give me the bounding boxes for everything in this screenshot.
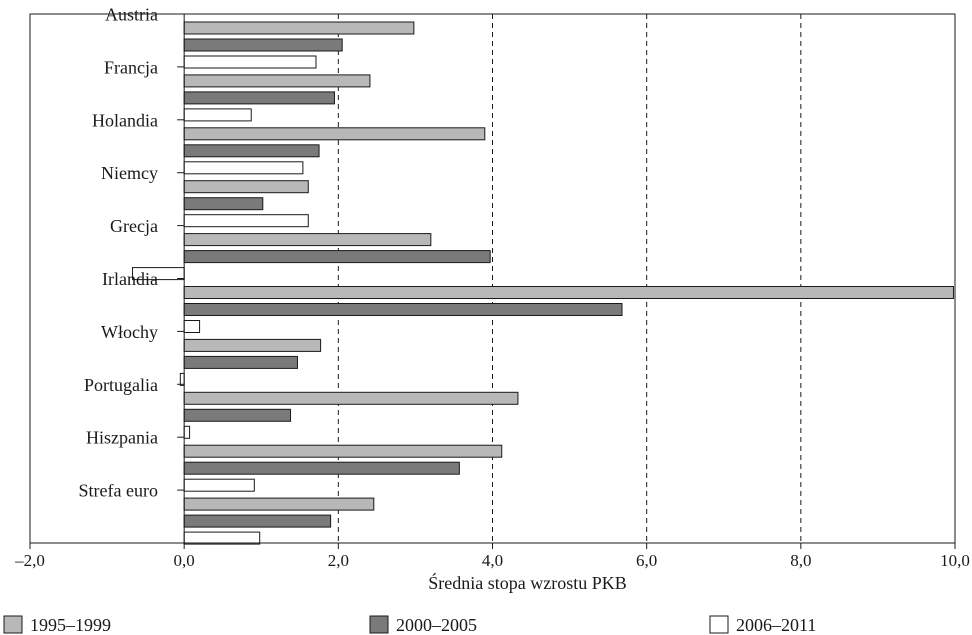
bar-1 (183, 338, 322, 352)
bar-2 (183, 38, 343, 52)
category-label: Niemcy (101, 163, 158, 183)
bar-1 (183, 74, 371, 88)
bar-1 (183, 497, 375, 511)
legend: 1995–1999 2000–2005 2006–2011 (3, 615, 816, 635)
x-axis-title: Średnia stopa wzrostu PKB (428, 572, 626, 593)
bar-1 (183, 127, 486, 141)
bar-2 (183, 197, 264, 211)
bar-3 (183, 478, 255, 492)
bar-3 (183, 214, 309, 228)
category-label: Austria (105, 4, 158, 24)
bar-2 (183, 355, 298, 369)
bar-2 (183, 461, 460, 475)
legend-label: 2006–2011 (736, 615, 816, 635)
bar-2 (183, 91, 335, 105)
x-tick-label: 0,0 (174, 551, 195, 570)
legend-swatch (369, 615, 389, 634)
category-label: Portugalia (84, 375, 158, 395)
category-label: Grecja (110, 216, 158, 236)
legend-label: 2000–2005 (396, 615, 477, 635)
x-tick-label: 10,0 (940, 551, 970, 570)
bar-3 (183, 108, 252, 122)
category-label: Hiszpania (86, 428, 158, 448)
category-label: Strefa euro (79, 481, 158, 501)
bar-3 (179, 372, 185, 386)
bar-1 (183, 233, 432, 247)
x-tick-label: 8,0 (790, 551, 811, 570)
bar-2 (183, 408, 292, 422)
bar-3 (183, 55, 317, 69)
bar-3 (183, 531, 261, 545)
bar-1 (183, 21, 415, 35)
x-tick-label: –2,0 (14, 551, 45, 570)
bar-3 (183, 161, 304, 175)
category-ticks (177, 13, 185, 544)
legend-swatch (709, 615, 729, 634)
category-label: Włochy (101, 322, 158, 342)
bar-2 (183, 514, 332, 528)
bar-1 (183, 391, 519, 405)
category-label: Francja (104, 57, 158, 77)
x-tick-label: 6,0 (636, 551, 657, 570)
bar-3 (183, 320, 201, 333)
category-label: Irlandia (102, 269, 158, 289)
x-tick-label: 4,0 (482, 551, 503, 570)
bar-1 (183, 444, 503, 458)
legend-label: 1995–1999 (30, 615, 111, 635)
grid-lines (337, 14, 802, 543)
bar-1 (183, 180, 309, 194)
bar-2 (183, 144, 320, 158)
category-label: Holandia (92, 110, 158, 130)
bar-2 (183, 250, 491, 264)
legend-swatch (3, 615, 23, 634)
bars-layer (132, 21, 954, 545)
bar-1 (183, 286, 954, 299)
x-axis-ticks: –2,0 0,0 2,0 4,0 6,0 8,0 10,0 (14, 543, 970, 570)
category-labels: Austria Francja Holandia Niemcy Grecja Irland… (79, 4, 158, 500)
x-tick-label: 2,0 (328, 551, 349, 570)
bar-3 (183, 425, 191, 439)
bar-2 (183, 303, 623, 316)
